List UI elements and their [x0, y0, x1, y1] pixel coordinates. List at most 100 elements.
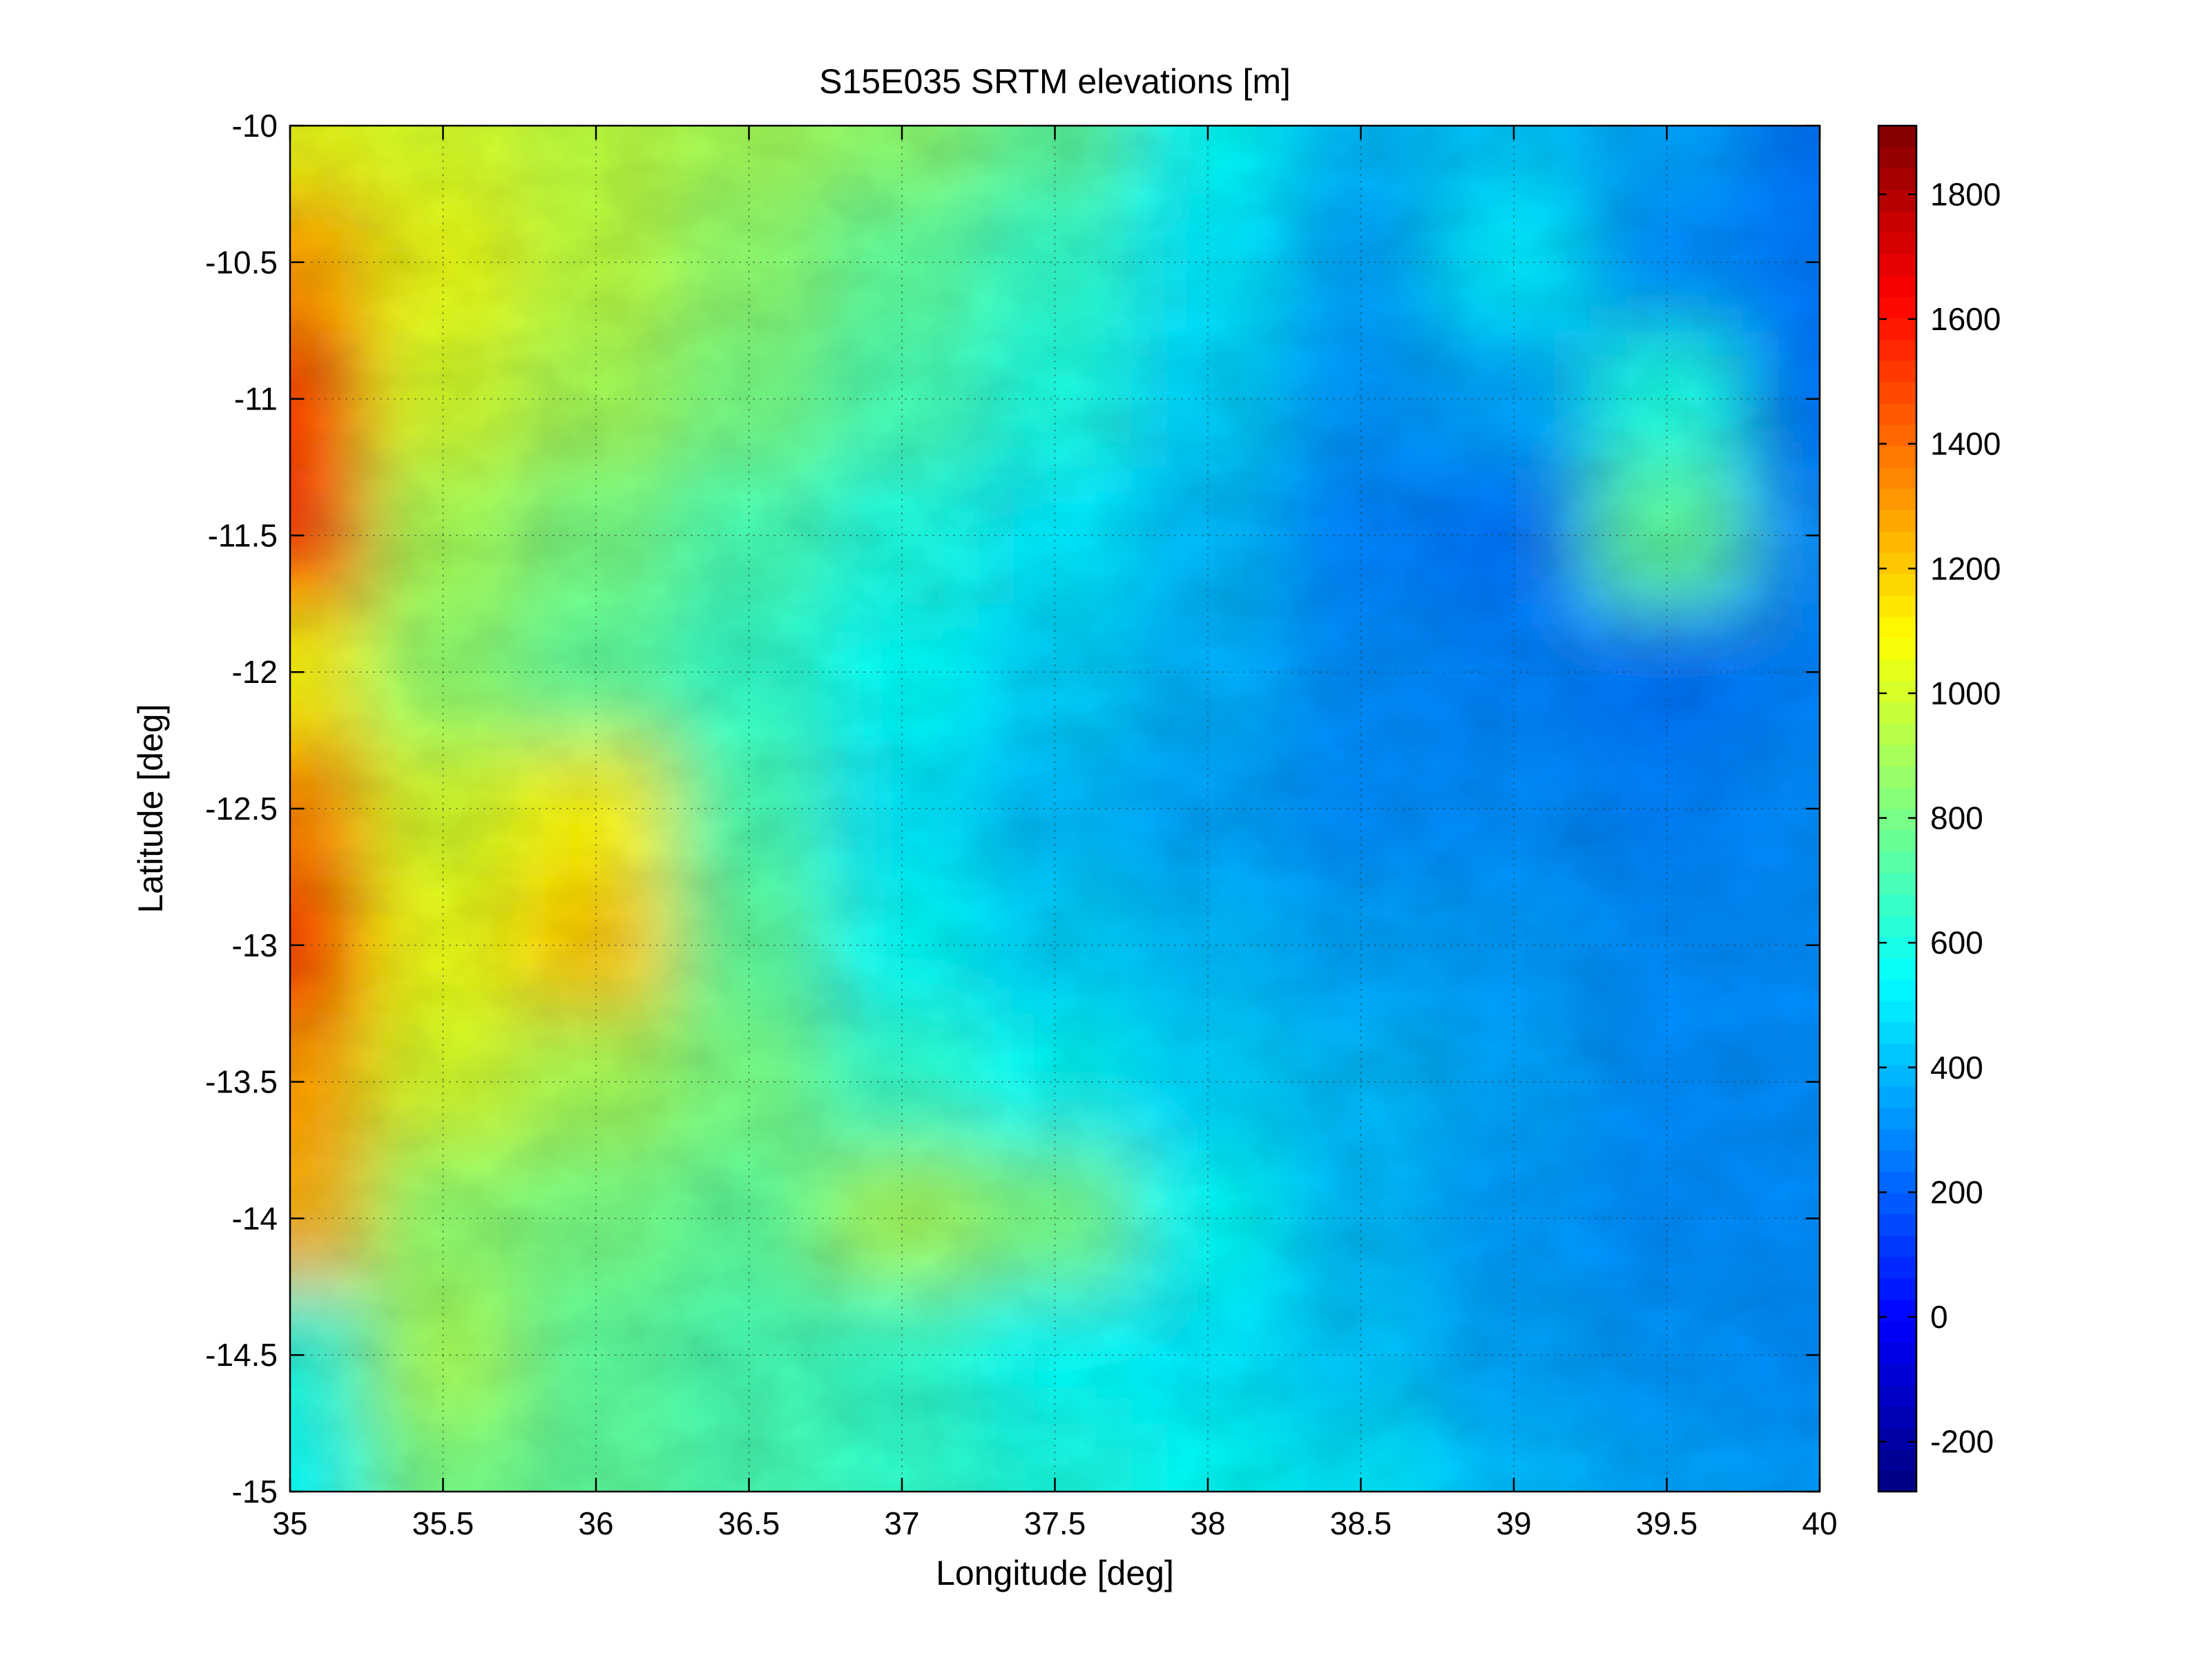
heatmap-cell: [1131, 876, 1286, 1015]
heatmap-cell: [1590, 876, 1745, 1015]
colorbar-band: [1878, 787, 1916, 809]
x-tick-label: 38: [1190, 1505, 1225, 1541]
heatmap-cell: [825, 330, 980, 469]
elevation-heatmap: [290, 126, 1820, 1492]
colorbar-tick-label: 1200: [1930, 550, 2001, 586]
colorbar-tick-label: 400: [1930, 1050, 1983, 1086]
x-tick-label: 36: [578, 1505, 613, 1541]
colorbar-ticks: -200 0 200 400 600 800 1000 1200 1400 1600 1800: [1878, 176, 2001, 1460]
colorbar-tick-label: 800: [1930, 800, 1983, 836]
heatmap-cell: [1590, 330, 1745, 469]
colorbar-band: [1878, 403, 1916, 425]
heatmap-cell: [1437, 1150, 1592, 1289]
heatmap-cell: [825, 467, 980, 606]
heatmap-cell: [1131, 1150, 1286, 1289]
heatmap-cell: [290, 330, 368, 469]
colorbar-band: [1878, 296, 1916, 318]
heatmap-cell: [1743, 126, 1820, 195]
colorbar-band: [1878, 531, 1916, 553]
heatmap-cell: [1131, 1013, 1286, 1152]
colorbar-tick-label: 1600: [1930, 301, 2001, 337]
heatmap-cell: [1437, 1286, 1592, 1425]
heatmap-cell: [1590, 1013, 1745, 1152]
colorbar-tick-label: 1000: [1930, 675, 2001, 711]
colorbar-band: [1878, 659, 1916, 682]
y-axis-label: Latitude [deg]: [131, 704, 170, 913]
colorbar-band: [1878, 1193, 1916, 1215]
heatmap-cell: [1131, 604, 1286, 742]
colorbar-band: [1878, 146, 1916, 169]
heatmap-cell: [1131, 740, 1286, 878]
colorbar-band: [1878, 936, 1916, 958]
heatmap-cell: [1284, 330, 1439, 469]
heatmap-cell: [1590, 1286, 1745, 1425]
heatmap-cell: [1743, 1423, 1820, 1492]
heatmap-cell: [519, 193, 674, 332]
heatmap-cell: [1284, 1286, 1439, 1425]
y-tick-label: -11.5: [208, 517, 278, 553]
colorbar-band: [1878, 1427, 1916, 1449]
chart-title: S15E035 SRTM elevations [m]: [819, 62, 1291, 101]
heatmap-cell: [672, 330, 827, 469]
heatmap-cell: [366, 740, 521, 878]
x-tick-label: 35.5: [412, 1505, 474, 1541]
y-tick-label: -15: [232, 1474, 278, 1510]
colorbar-band: [1878, 275, 1916, 297]
heatmap-cell: [519, 126, 674, 195]
heatmap-cell: [1590, 193, 1745, 332]
colorbar-band: [1878, 253, 1916, 276]
colorbar-band: [1878, 595, 1916, 617]
heatmap-cell: [366, 1150, 521, 1289]
x-tick-label: 40: [1802, 1505, 1837, 1541]
heatmap-cell: [1131, 1286, 1286, 1425]
heatmap-cell: [978, 604, 1133, 742]
heatmap-cell: [519, 876, 674, 1015]
y-tick-label: -13.5: [205, 1064, 278, 1100]
heatmap-cell: [519, 1286, 674, 1425]
y-tick-label: -14: [232, 1200, 278, 1236]
colorbar-band: [1878, 1470, 1916, 1492]
colorbar-band: [1878, 168, 1916, 191]
colorbar-tick-label: 0: [1930, 1299, 1948, 1335]
colorbar-band: [1878, 381, 1916, 404]
colorbar-tick-label: 200: [1930, 1174, 1983, 1210]
colorbar-frame: [1877, 124, 1918, 1493]
colorbar-band: [1878, 1064, 1916, 1087]
colorbar-band: [1878, 339, 1916, 361]
x-tick-label: 37.5: [1024, 1505, 1086, 1541]
heatmap-cell: [1590, 740, 1745, 878]
colorbar-band: [1878, 1171, 1916, 1193]
colorbar-band: [1878, 1385, 1916, 1407]
x-axis-label: Longitude [deg]: [936, 1554, 1174, 1592]
colorbar-tick-label: 1800: [1930, 176, 2001, 212]
heatmap-cell: [1131, 193, 1286, 332]
heatmap-cell: [978, 876, 1133, 1015]
heatmap-cell: [978, 1013, 1133, 1152]
x-tick-label: 35: [272, 1505, 307, 1541]
colorbar-band: [1878, 829, 1916, 852]
heatmap-cell: [1590, 604, 1745, 742]
heatmap-cell: [825, 604, 980, 742]
colorbar-band: [1878, 424, 1916, 447]
colorbar-band: [1878, 851, 1916, 874]
heatmap-cell: [825, 193, 980, 332]
colorbar-band: [1878, 467, 1916, 490]
heatmap-cell: [672, 1150, 827, 1289]
heatmap-cell: [672, 126, 827, 195]
heatmap-cell: [978, 193, 1133, 332]
y-axis: -10 -10.5 -11 -11.5 -12 -12.5 -13 -13.5 -14 -14.5…: [205, 108, 1820, 1510]
colorbar-band: [1878, 1257, 1916, 1279]
colorbar-tick-label: 600: [1930, 925, 1983, 961]
heatmap-cell: [978, 467, 1133, 606]
colorbar-band: [1878, 445, 1916, 468]
heatmap-cell: [1284, 1013, 1439, 1152]
colorbar-band: [1878, 702, 1916, 724]
colorbar-band: [1878, 915, 1916, 938]
heatmap-cell: [290, 1150, 368, 1289]
colorbar-band: [1878, 1150, 1916, 1173]
heatmap-cell: [290, 126, 368, 195]
heatmap-cell: [1284, 467, 1439, 606]
colorbar-band: [1878, 1022, 1916, 1044]
heatmap-cell: [1590, 126, 1745, 195]
